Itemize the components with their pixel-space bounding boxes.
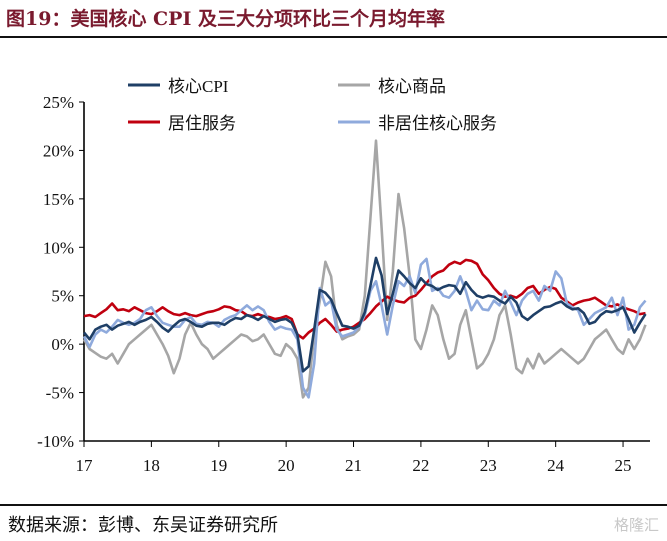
x-tick-label: 25	[615, 456, 632, 475]
data-source-note: 数据来源：彭博、东吴证券研究所	[8, 515, 278, 536]
x-tick-label: 22	[412, 456, 429, 475]
x-tick-label: 24	[547, 456, 565, 475]
legend-label-core-goods: 核心商品	[378, 77, 446, 96]
x-tick-label: 21	[345, 456, 362, 475]
y-tick-label: -5%	[46, 384, 74, 403]
series-line-core-cpi	[82, 256, 647, 373]
x-tick-label: 23	[480, 456, 497, 475]
legend: 核心CPI 核心商品 居住服务 非居住核心服务	[128, 77, 497, 133]
y-tick-label: 0%	[51, 335, 74, 354]
legend-label-shelter: 居住服务	[168, 114, 236, 133]
y-tick-label: 25%	[43, 93, 74, 112]
chart-canvas: 25% 20% 15% 10% 5% 0% -5% -10% 17 18 19 20 21 22 23 24…	[37, 77, 650, 475]
series-layer	[82, 139, 647, 399]
watermark-logo: 格隆汇	[613, 516, 659, 534]
x-tick-label: 17	[76, 456, 94, 475]
chart-title: 图19：美国核心 CPI 及三大分项环比三个月均年率	[6, 8, 445, 30]
footer-divider	[0, 504, 667, 506]
y-tick-label: 5%	[51, 287, 74, 306]
y-tick-label: 20%	[43, 141, 74, 160]
legend-label-supercore: 非居住核心服务	[378, 114, 497, 133]
y-tick-label: 15%	[43, 190, 74, 209]
title-divider	[0, 36, 667, 38]
x-tick-label: 18	[143, 456, 160, 475]
y-tick-label: 10%	[43, 238, 74, 257]
y-tick-label: -10%	[37, 432, 74, 451]
x-tick-label: 19	[210, 456, 227, 475]
series-line-core-goods	[82, 139, 647, 399]
x-tick-label: 20	[278, 456, 295, 475]
x-axis-ticks: 17 18 19 20 21 22 23 24 25	[76, 441, 632, 475]
y-axis-ticks: 25% 20% 15% 10% 5% 0% -5% -10%	[37, 93, 84, 451]
legend-label-core-cpi: 核心CPI	[168, 77, 229, 96]
